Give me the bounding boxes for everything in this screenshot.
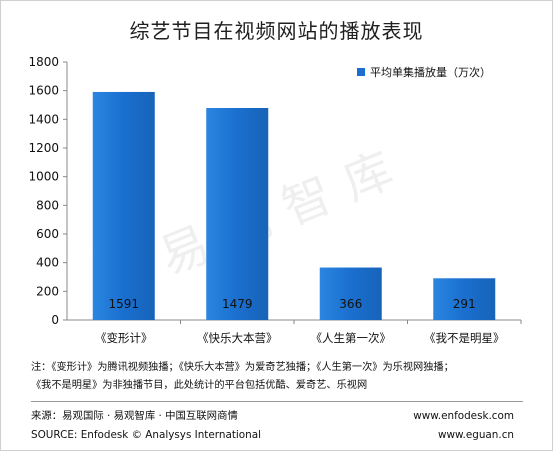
footer-divider: [31, 401, 523, 402]
data-label: 1479: [222, 297, 253, 311]
footer-urls: www.enfodesk.com www.eguan.cn: [413, 407, 514, 445]
chart-note: 注：《变形计》为腾讯视频独播；《快乐大本营》为爱奇艺独播；《人生第一次》为乐视网…: [31, 359, 536, 395]
source-en: SOURCE: Enfodesk © Analysys Internationa…: [31, 429, 261, 441]
source-cn: 来源：易观国际 · 易观智库 · 中国互联网商情: [31, 410, 238, 422]
legend: 平均单集播放量（万次）: [357, 64, 491, 80]
footer-source: 来源：易观国际 · 易观智库 · 中国互联网商情 SOURCE: Enfodes…: [31, 407, 261, 445]
x-tick-label: 《人生第一次》: [311, 331, 392, 345]
y-tick-label: 0: [51, 313, 59, 327]
url-eguan[interactable]: www.eguan.cn: [438, 429, 514, 441]
data-label: 366: [339, 297, 362, 311]
bar: [433, 278, 496, 320]
url-enfodesk[interactable]: www.enfodesk.com: [413, 410, 514, 422]
data-label: 291: [453, 297, 476, 311]
note-line-2: 《我不是明星》为非独播节目，此处统计的平台包括优酷、爱奇艺、乐视网: [31, 380, 368, 391]
chart-title: 综艺节目在视频网站的播放表现: [129, 19, 424, 43]
bar: [92, 91, 155, 320]
y-tick-label: 800: [36, 198, 59, 212]
y-tick-label: 1400: [28, 112, 59, 126]
legend-label: 平均单集播放量（万次）: [370, 66, 491, 79]
y-tick-label: 600: [36, 227, 59, 241]
x-tick-label: 《我不是明星》: [424, 331, 505, 345]
note-line-1: 注：《变形计》为腾讯视频独播；《快乐大本营》为爱奇艺独播；《人生第一次》为乐视网…: [31, 362, 454, 373]
y-tick-label: 1000: [28, 170, 59, 184]
y-tick-label: 1600: [28, 84, 59, 98]
y-tick-label: 1800: [28, 55, 59, 69]
x-tick-label: 《变形计》: [95, 331, 153, 345]
legend-swatch: [357, 68, 365, 76]
data-label: 1591: [108, 297, 139, 311]
y-tick-label: 200: [36, 284, 59, 298]
bar: [319, 267, 382, 320]
bar: [206, 108, 269, 320]
y-tick-label: 400: [36, 256, 59, 270]
y-tick-label: 1200: [28, 141, 59, 155]
x-tick-label: 《快乐大本营》: [197, 331, 278, 345]
